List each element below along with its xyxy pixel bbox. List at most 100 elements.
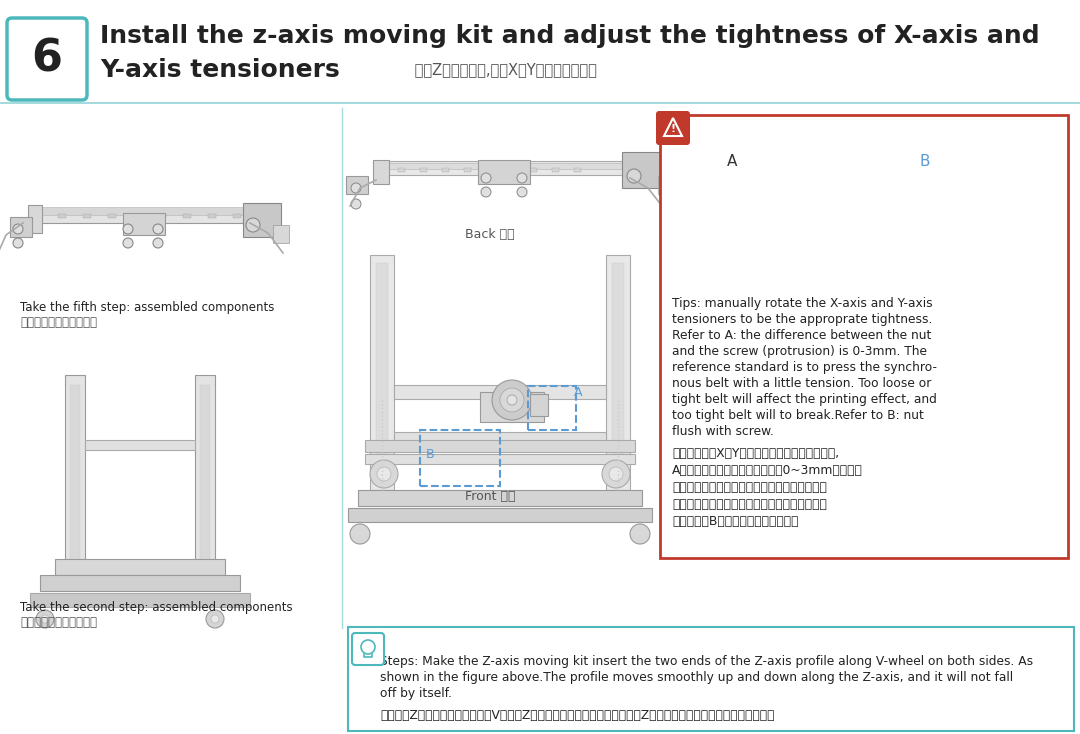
Bar xyxy=(58,214,66,218)
Bar xyxy=(273,225,289,243)
Bar xyxy=(530,394,548,416)
Text: 步带崩断，B参考：螺母与螺钉平齐。: 步带崩断，B参考：螺母与螺钉平齐。 xyxy=(672,515,798,528)
Circle shape xyxy=(123,224,133,234)
Bar xyxy=(442,168,449,172)
Bar xyxy=(85,440,195,450)
Bar xyxy=(38,209,248,223)
Circle shape xyxy=(350,524,370,544)
Bar xyxy=(622,152,664,188)
Text: Steps: Make the Z-axis moving kit insert the two ends of the Z-axis profile alon: Steps: Make the Z-axis moving kit insert… xyxy=(380,655,1034,668)
Circle shape xyxy=(361,640,375,654)
Polygon shape xyxy=(662,228,688,270)
Circle shape xyxy=(36,610,54,628)
Bar xyxy=(365,440,635,452)
Bar xyxy=(573,168,581,172)
Text: 承接第五步：装好的组件: 承接第五步：装好的组件 xyxy=(21,316,97,329)
Text: A: A xyxy=(727,154,738,170)
Bar xyxy=(346,176,368,194)
Text: 过紧均会影响打印效果，同时过紧可能会造成同: 过紧均会影响打印效果，同时过紧可能会造成同 xyxy=(672,498,827,511)
Text: Front 正面: Front 正面 xyxy=(464,490,515,504)
Text: 步骤：将Z轴移动组件，沿着两边V轮插入Z轴型材两端（如上图所示），沿着Z轴型材上下活动顺畅，不会自然跌落。: 步骤：将Z轴移动组件，沿着两边V轮插入Z轴型材两端（如上图所示），沿着Z轴型材上… xyxy=(380,709,774,722)
Bar xyxy=(38,207,248,215)
Circle shape xyxy=(481,173,491,183)
Bar xyxy=(486,168,492,172)
Bar xyxy=(28,205,42,233)
Bar xyxy=(968,217,976,220)
Bar xyxy=(706,216,796,230)
Circle shape xyxy=(517,187,527,197)
Circle shape xyxy=(630,524,650,544)
Bar xyxy=(1008,217,1016,220)
Circle shape xyxy=(211,615,219,623)
Bar xyxy=(195,375,215,575)
Text: flush with screw.: flush with screw. xyxy=(672,425,774,438)
Circle shape xyxy=(370,460,399,488)
Text: and the screw (protrusion) is 0-3mm. The: and the screw (protrusion) is 0-3mm. The xyxy=(672,345,927,358)
Text: A: A xyxy=(573,385,582,399)
Circle shape xyxy=(492,380,532,420)
Circle shape xyxy=(673,236,679,244)
Bar xyxy=(378,161,626,175)
Text: A参考：螺母与螺钉（凸出）相差0~3mm，具体以: A参考：螺母与螺钉（凸出）相差0~3mm，具体以 xyxy=(672,464,863,477)
Bar xyxy=(928,229,936,232)
Bar xyxy=(1008,229,1016,232)
Circle shape xyxy=(775,217,795,237)
Circle shape xyxy=(246,218,260,232)
FancyBboxPatch shape xyxy=(660,115,1068,558)
Text: B: B xyxy=(426,448,434,460)
Bar xyxy=(378,163,626,169)
Circle shape xyxy=(377,467,391,481)
Bar xyxy=(508,168,515,172)
Bar xyxy=(10,217,32,237)
Text: Back 背面: Back 背面 xyxy=(465,228,515,241)
Bar xyxy=(552,168,559,172)
Text: tight belt will affect the printing effect, and: tight belt will affect the printing effe… xyxy=(672,393,936,406)
Text: 安装Z轴移动组件,调节X、Y轴张紧器松紧度: 安装Z轴移动组件,调节X、Y轴张紧器松紧度 xyxy=(410,62,597,78)
Circle shape xyxy=(507,395,517,405)
Bar xyxy=(968,229,976,232)
Circle shape xyxy=(500,388,524,412)
Bar xyxy=(108,214,116,218)
Text: reference standard is to press the synchro-: reference standard is to press the synch… xyxy=(672,361,937,374)
Circle shape xyxy=(780,222,789,232)
Text: 提醒：手动将X、Y轴张紧器旋转到合适的松紧度,: 提醒：手动将X、Y轴张紧器旋转到合适的松紧度, xyxy=(672,447,839,460)
Bar xyxy=(480,392,544,422)
Bar xyxy=(243,203,281,237)
Circle shape xyxy=(609,467,623,481)
Text: 6: 6 xyxy=(31,37,63,81)
Bar xyxy=(478,160,530,184)
Bar xyxy=(688,160,706,270)
Circle shape xyxy=(13,238,23,248)
Bar xyxy=(233,214,241,218)
Bar xyxy=(878,212,1023,222)
Bar xyxy=(376,263,388,482)
FancyBboxPatch shape xyxy=(352,633,384,665)
Circle shape xyxy=(886,217,906,237)
Text: Tips: manually rotate the X-axis and Y-axis: Tips: manually rotate the X-axis and Y-a… xyxy=(672,297,933,310)
Circle shape xyxy=(206,610,224,628)
Bar xyxy=(348,508,652,522)
Bar xyxy=(370,255,394,490)
Circle shape xyxy=(602,460,630,488)
Bar xyxy=(40,575,240,591)
Circle shape xyxy=(627,169,642,183)
Circle shape xyxy=(13,224,23,234)
Bar xyxy=(988,229,996,232)
Bar xyxy=(65,375,85,575)
Circle shape xyxy=(123,238,133,248)
FancyBboxPatch shape xyxy=(6,18,87,100)
Bar xyxy=(658,176,672,194)
Circle shape xyxy=(517,173,527,183)
Bar xyxy=(928,217,936,220)
Bar xyxy=(394,432,606,442)
Circle shape xyxy=(351,183,361,193)
Text: Y-axis tensioners: Y-axis tensioners xyxy=(100,58,340,82)
Bar xyxy=(133,214,141,218)
Bar xyxy=(200,385,210,565)
Bar xyxy=(357,490,642,506)
Text: B: B xyxy=(920,154,930,170)
Bar xyxy=(530,168,537,172)
Text: Refer to A: the difference between the nut: Refer to A: the difference between the n… xyxy=(672,329,931,342)
Bar xyxy=(70,385,80,565)
Bar xyxy=(183,214,191,218)
